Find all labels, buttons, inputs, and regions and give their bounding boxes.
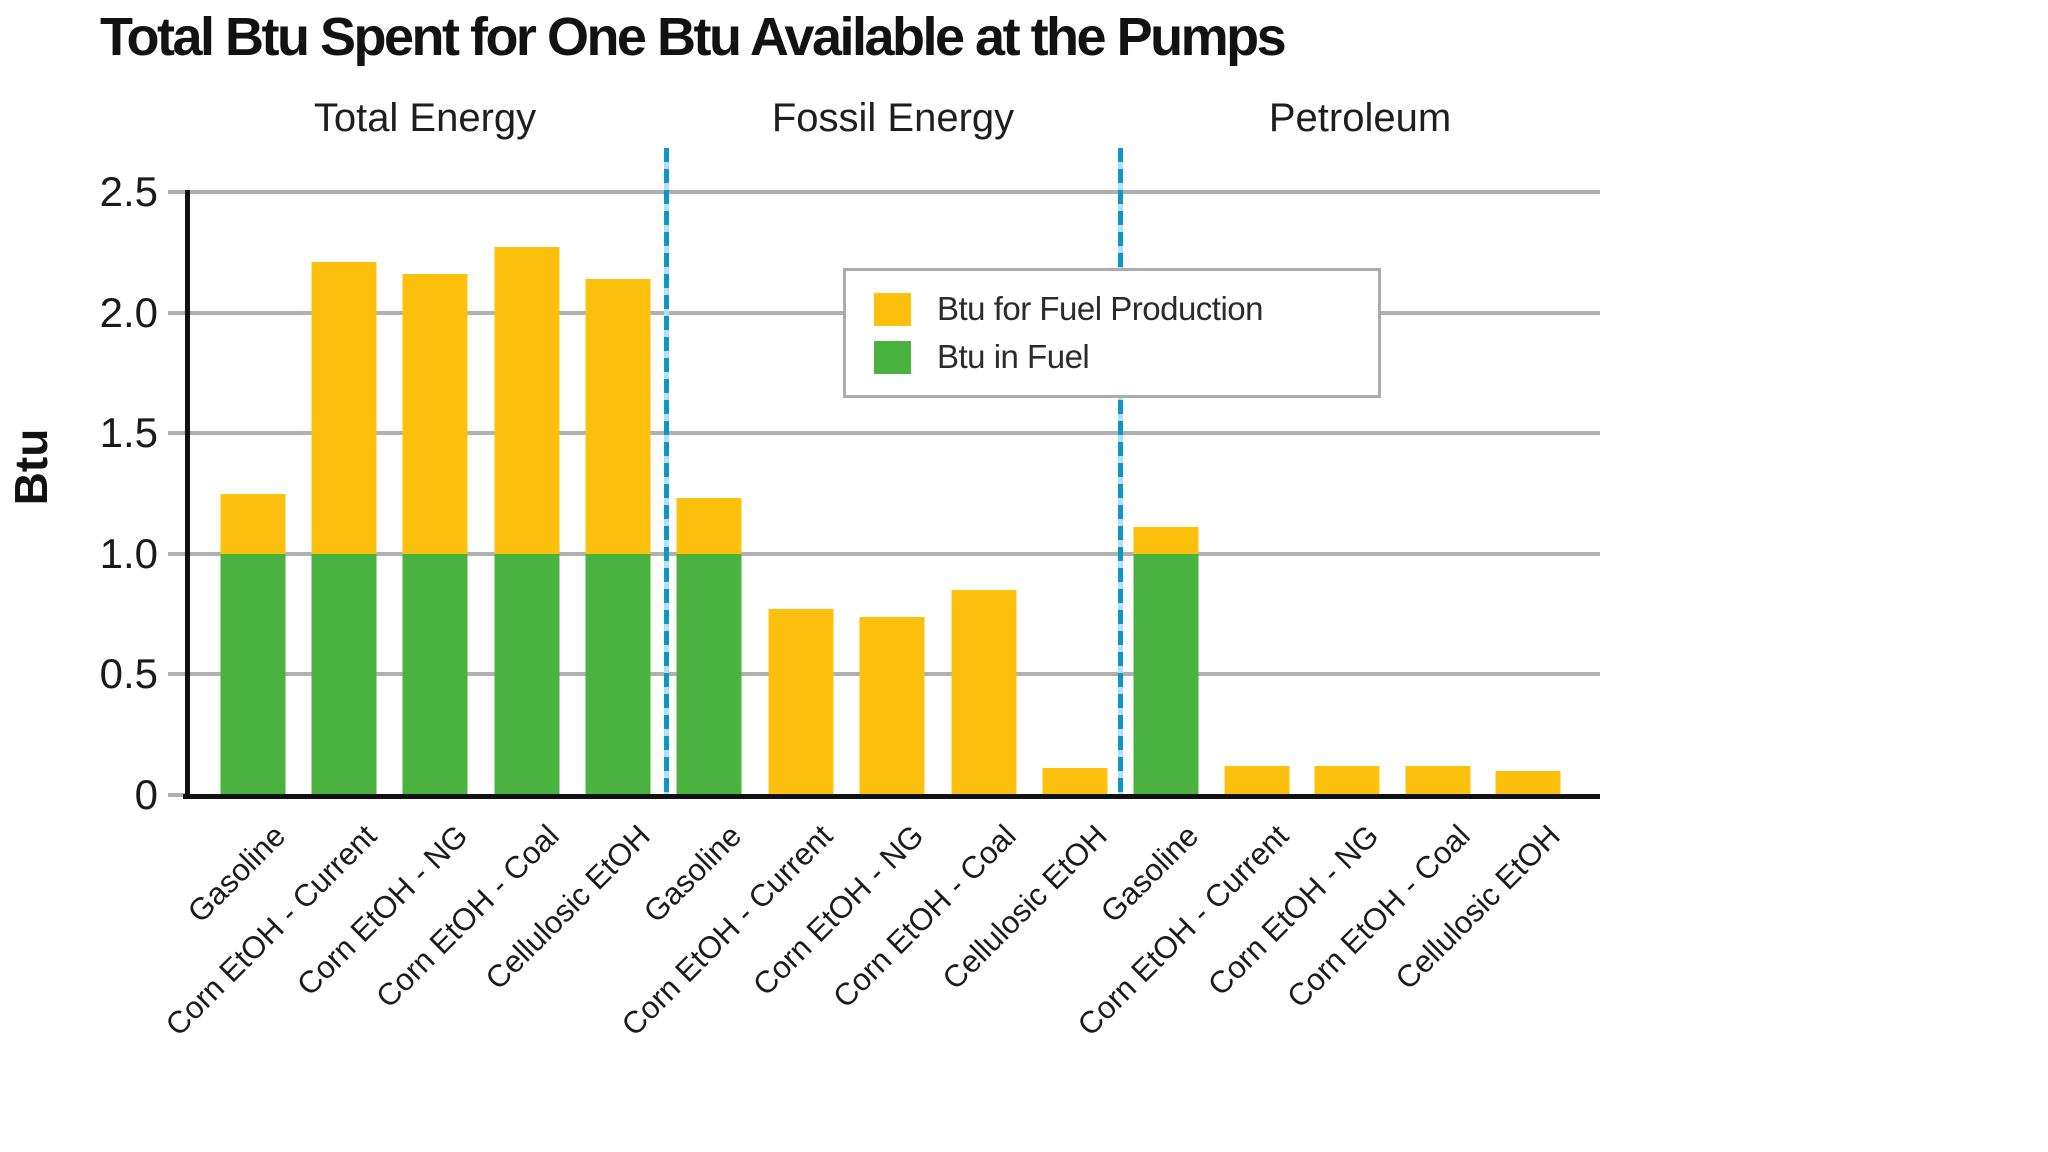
- y-tick-mark: [168, 431, 187, 436]
- y-tick-mark: [168, 310, 187, 315]
- bar-btu-for-production-0-2: [402, 274, 468, 554]
- y-tick-label-0.5: 0.5: [99, 650, 158, 698]
- bar-btu-for-production-1-1: [768, 609, 833, 795]
- section-label-fossil-energy: Fossil Energy: [771, 96, 1015, 140]
- section-label-total-energy: Total Energy: [313, 96, 537, 140]
- gridline-1.5: [185, 431, 1600, 436]
- legend-swatch-fuel-icon: [874, 340, 911, 374]
- bar-btu-for-production-1-0: [676, 498, 742, 554]
- x-tick-label-2-4: Cellulosic EtOH: [1388, 818, 1567, 997]
- y-tick-mark: [168, 551, 187, 556]
- bar-btu-in-fuel-0-3: [494, 553, 560, 795]
- legend-row-fuel: Btu in Fuel: [874, 338, 1378, 376]
- section-label-petroleum: Petroleum: [1268, 96, 1452, 140]
- bar-btu-for-production-2-3: [1405, 766, 1470, 795]
- legend-label-production: Btu for Fuel Production: [937, 290, 1264, 327]
- gridline-1.0: [185, 551, 1600, 556]
- x-tick-label-1-4: Cellulosic EtOH: [935, 818, 1114, 997]
- bar-btu-in-fuel-2-0: [1133, 553, 1199, 795]
- bar-btu-for-production-1-2: [859, 616, 925, 795]
- y-tick-label-1.0: 1.0: [99, 529, 158, 577]
- y-tick-mark: [168, 190, 187, 194]
- bar-btu-for-production-0-3: [494, 247, 560, 554]
- bar-btu-in-fuel-0-1: [311, 553, 377, 795]
- y-tick-label-0: 0: [134, 771, 158, 818]
- bar-btu-for-production-0-4: [585, 278, 651, 554]
- chart-title: Total Btu Spent for One Btu Available at…: [100, 7, 1287, 67]
- bar-btu-for-production-0-0: [220, 493, 286, 554]
- bar-btu-for-production-0-1: [311, 261, 377, 554]
- legend-row-production: Btu for Fuel Production: [874, 290, 1378, 328]
- y-tick-label-1.5: 1.5: [99, 409, 158, 457]
- bar-btu-for-production-2-2: [1314, 766, 1380, 795]
- bar-btu-for-production-2-1: [1224, 766, 1289, 795]
- y-axis-line: [185, 190, 190, 797]
- section-divider-2: [1118, 148, 1123, 795]
- bar-btu-in-fuel-1-0: [676, 553, 742, 795]
- bar-btu-in-fuel-0-2: [402, 553, 468, 795]
- bar-btu-for-production-2-4: [1495, 770, 1561, 795]
- bar-btu-for-production-1-3: [951, 589, 1016, 795]
- x-tick-label-0-4: Cellulosic EtOH: [478, 818, 657, 997]
- y-tick-label-2.5: 2.5: [99, 168, 158, 215]
- gridline-2.5: [185, 190, 1600, 194]
- bar-btu-for-production-1-4: [1042, 768, 1108, 795]
- legend-label-fuel: Btu in Fuel: [937, 338, 1090, 375]
- section-divider-1: [664, 148, 669, 795]
- y-tick-mark: [168, 793, 187, 797]
- bar-btu-in-fuel-0-4: [585, 553, 651, 795]
- x-axis-line: [183, 794, 1600, 799]
- y-tick-label-2.0: 2.0: [99, 288, 158, 336]
- bar-btu-for-production-2-0: [1133, 527, 1199, 554]
- legend: Btu for Fuel Production Btu in Fuel: [843, 268, 1381, 398]
- y-tick-mark: [168, 672, 187, 677]
- legend-swatch-production-icon: [874, 292, 911, 326]
- bar-btu-in-fuel-0-0: [220, 553, 286, 795]
